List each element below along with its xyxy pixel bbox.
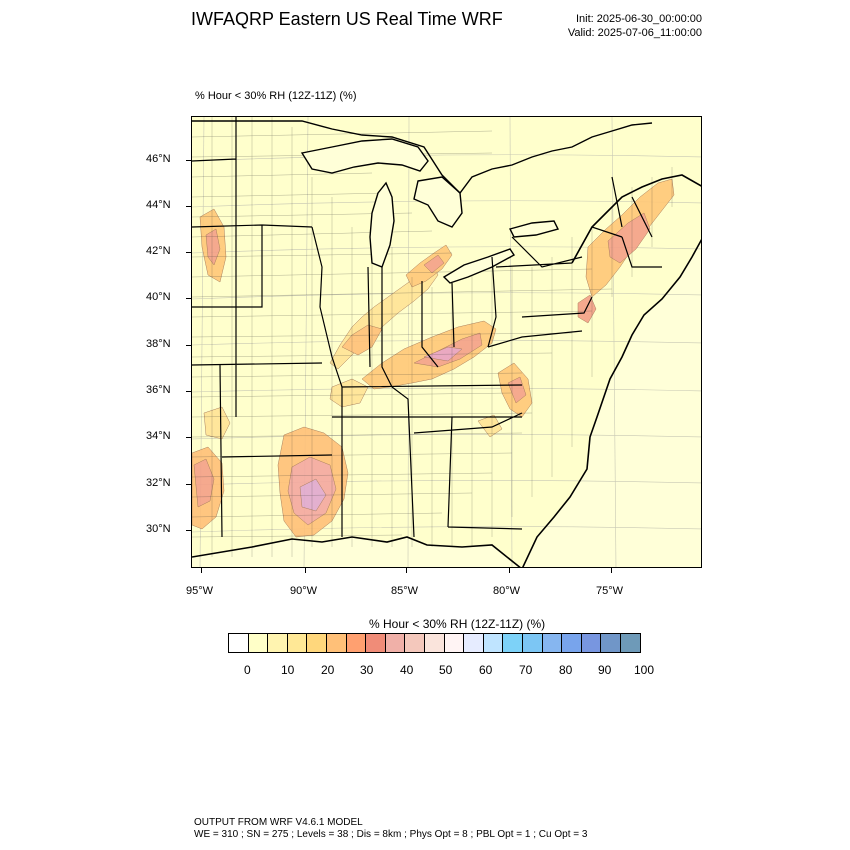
shade-iowa-core — [205, 228, 221, 266]
lon-tick — [201, 568, 202, 573]
colorbar-swatch — [620, 634, 641, 652]
lat-tick — [186, 298, 191, 299]
lake-erie — [442, 248, 516, 284]
colorbar-label-100: 100 — [634, 663, 655, 677]
colorbar-label-80: 80 — [559, 663, 573, 677]
colorbar-label-50: 50 — [439, 663, 453, 677]
lat-label-46: 46°N — [146, 153, 171, 165]
colorbar-swatch — [346, 634, 367, 652]
lake-superior — [300, 138, 429, 174]
lat-label-40: 40°N — [146, 291, 171, 303]
colorbar-label-70: 70 — [519, 663, 533, 677]
colorbar-label-90: 90 — [598, 663, 612, 677]
footer-model: OUTPUT FROM WRF V4.6.1 MODEL — [194, 817, 363, 828]
shade-ms-core2 — [299, 478, 327, 512]
county-lines — [192, 117, 673, 557]
init-time: Init: 2025-06-30_00:00:00 — [576, 13, 702, 25]
lon-tick — [509, 568, 510, 573]
shade-ky-core2 — [423, 346, 463, 362]
colorbar-swatch — [366, 634, 386, 652]
colorbar-label-40: 40 — [400, 663, 414, 677]
shade-ne-core — [607, 212, 651, 264]
map-svg — [192, 117, 701, 567]
lat-tick — [186, 252, 191, 253]
shade-nc-south — [477, 414, 503, 438]
lon-tick — [406, 568, 407, 573]
lon-tick — [305, 568, 306, 573]
atlantic-ocean — [522, 240, 701, 567]
lon-label-90: 90°W — [290, 585, 318, 597]
lat-label-34: 34°N — [146, 430, 171, 442]
lon-tick — [611, 568, 612, 573]
shade-mi-core — [423, 254, 445, 274]
state-boundaries — [192, 117, 662, 538]
colorbar-title: % Hour < 30% RH (12Z-11Z) (%) — [369, 617, 546, 631]
colorbar-swatch — [385, 634, 406, 652]
lon-label-85: 85°W — [391, 585, 419, 597]
colorbar-swatch — [307, 634, 327, 652]
colorbar-swatch — [503, 634, 523, 652]
lat-tick — [186, 530, 191, 531]
colorbar-label-20: 20 — [321, 663, 335, 677]
lon-label-80: 80°W — [493, 585, 521, 597]
plot-title: IWFAQRP Eastern US Real Time WRF — [191, 9, 503, 29]
shade-tn-north — [329, 378, 369, 408]
lat-tick — [186, 484, 191, 485]
lake-michigan — [369, 181, 395, 268]
lat-tick — [186, 160, 191, 161]
colorbar-swatch — [483, 634, 504, 652]
shade-ar — [203, 406, 231, 440]
colorbar-swatch — [444, 634, 465, 652]
colorbar-swatch — [562, 634, 582, 652]
lat-label-42: 42°N — [146, 245, 171, 257]
colorbar-label-10: 10 — [281, 663, 295, 677]
colorbar-swatch — [542, 634, 563, 652]
colorbar-swatch — [522, 634, 543, 652]
lat-label-32: 32°N — [146, 477, 171, 489]
lat-label-38: 38°N — [146, 338, 171, 350]
canada-border — [192, 120, 653, 195]
lat-tick — [186, 391, 191, 392]
lake-ontario — [508, 220, 560, 238]
lake-huron — [413, 176, 463, 228]
lat-label-36: 36°N — [146, 384, 171, 396]
footer-config: WE = 310 ; SN = 275 ; Levels = 38 ; Dis … — [194, 829, 588, 840]
coastline — [192, 174, 701, 567]
colorbar-swatch — [424, 634, 445, 652]
lat-label-30: 30°N — [146, 523, 171, 535]
colorbar-label-0: 0 — [244, 663, 251, 677]
colorbar-label-30: 30 — [360, 663, 374, 677]
lat-label-44: 44°N — [146, 199, 171, 211]
lon-label-95: 95°W — [186, 585, 214, 597]
lat-tick — [186, 206, 191, 207]
map-panel — [191, 116, 702, 568]
colorbar-swatch — [248, 634, 269, 652]
colorbar-swatch — [326, 634, 347, 652]
colorbar-swatch — [581, 634, 602, 652]
colorbar-swatch — [287, 634, 308, 652]
lon-label-75: 75°W — [596, 585, 624, 597]
colorbar-swatch — [405, 634, 425, 652]
colorbar-swatch — [601, 634, 621, 652]
field-label: % Hour < 30% RH (12Z-11Z) (%) — [195, 90, 357, 102]
colorbar-swatch — [464, 634, 484, 652]
colorbar-label-60: 60 — [479, 663, 493, 677]
great-lakes — [300, 138, 560, 284]
shade-nj — [577, 294, 597, 324]
gulf-of-mexico — [192, 537, 520, 567]
lat-tick — [186, 437, 191, 438]
colorbar-swatch — [229, 634, 249, 652]
lat-tick — [186, 345, 191, 346]
valid-time: Valid: 2025-07-06_11:00:00 — [567, 27, 702, 39]
colorbar — [228, 633, 642, 653]
shade-va-core — [507, 376, 527, 404]
colorbar-swatch — [268, 634, 288, 652]
